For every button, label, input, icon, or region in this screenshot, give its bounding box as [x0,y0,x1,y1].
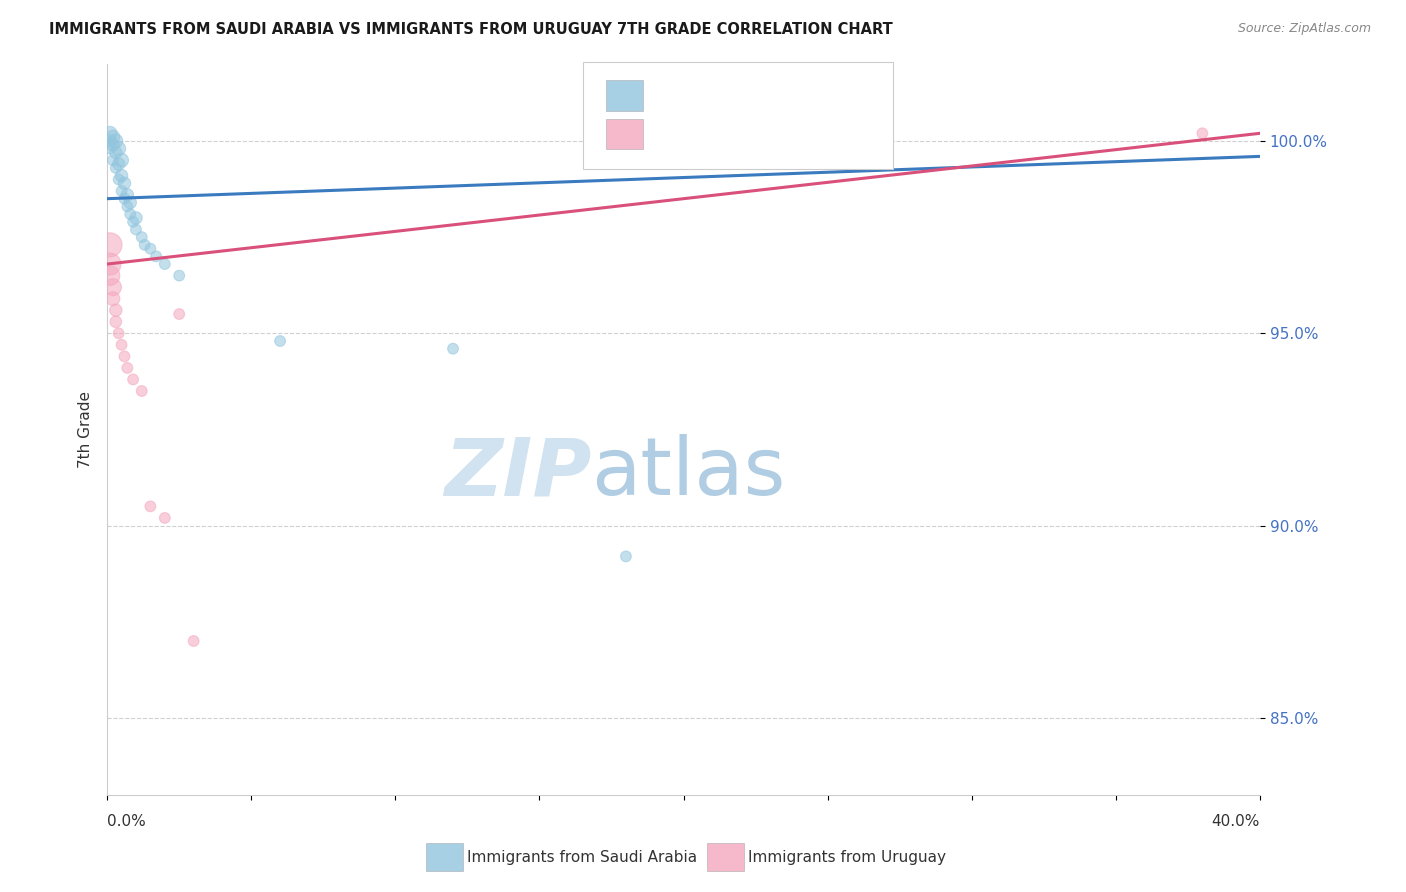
Point [114,192,136,206]
Point [107,326,129,341]
Point [101,292,124,306]
Text: 40.0%: 40.0% [1212,814,1260,829]
Point [120,195,142,210]
Point [114,350,136,364]
Point [441,342,464,356]
Y-axis label: 7th Grade: 7th Grade [79,391,93,468]
Point [183,634,205,648]
Point [101,130,124,145]
Point [104,303,127,318]
Point [125,211,148,225]
Point [98,142,121,156]
Point [98,268,121,283]
Point [139,500,162,514]
Point [139,242,162,256]
Point [122,372,145,386]
Point [117,199,139,213]
Point [104,161,127,175]
Point [117,360,139,375]
Point [1191,126,1213,140]
Point [120,207,142,221]
Point [614,549,637,564]
Point [134,237,156,252]
Point [122,215,145,229]
Point [167,268,190,283]
Point [101,137,124,152]
Point [110,153,132,168]
Point [131,384,153,398]
Point [104,315,127,329]
Text: Immigrants from Saudi Arabia: Immigrants from Saudi Arabia [467,850,697,864]
Point [107,172,129,186]
Point [145,249,167,263]
Point [107,142,129,156]
Text: Immigrants from Uruguay: Immigrants from Uruguay [748,850,946,864]
Text: R = 0.242   N = 33: R = 0.242 N = 33 [645,87,803,104]
Point [98,257,121,271]
Point [110,169,132,183]
Point [269,334,291,348]
Text: 0.0%: 0.0% [107,814,146,829]
Point [107,157,129,171]
Text: R = 0.325   N = 18: R = 0.325 N = 18 [645,125,803,143]
Point [117,187,139,202]
Text: atlas: atlas [592,434,786,512]
Point [101,280,124,294]
Point [125,222,148,236]
Point [98,126,121,140]
Point [153,511,176,525]
Text: Source: ZipAtlas.com: Source: ZipAtlas.com [1237,22,1371,36]
Point [98,134,121,148]
Point [104,134,127,148]
Text: IMMIGRANTS FROM SAUDI ARABIA VS IMMIGRANTS FROM URUGUAY 7TH GRADE CORRELATION CH: IMMIGRANTS FROM SAUDI ARABIA VS IMMIGRAN… [49,22,893,37]
Point [167,307,190,321]
Point [114,176,136,190]
Text: ZIP: ZIP [444,434,592,512]
Point [98,237,121,252]
Point [131,230,153,244]
Point [104,145,127,160]
Point [101,153,124,168]
Point [153,257,176,271]
Point [110,338,132,352]
Point [110,184,132,198]
